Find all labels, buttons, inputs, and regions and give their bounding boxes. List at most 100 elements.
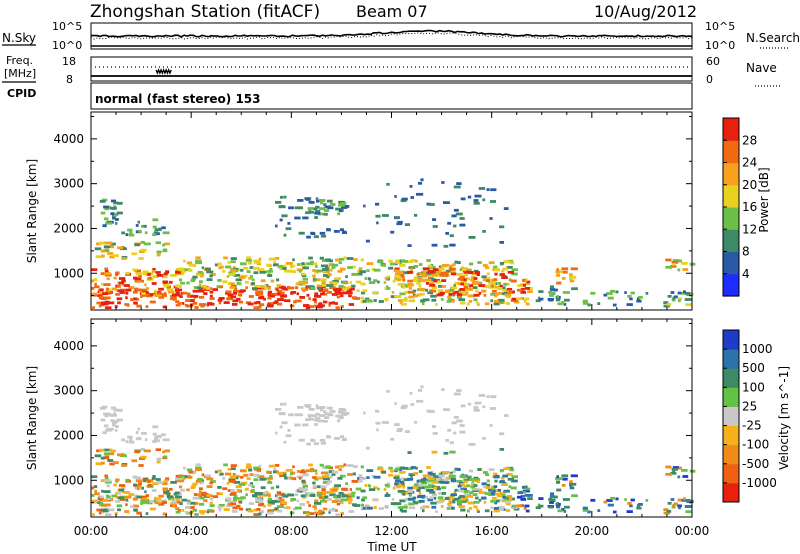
power-cell (99, 295, 104, 299)
power-cell (304, 304, 310, 307)
power-cell (502, 289, 510, 292)
velocity-cell (365, 504, 370, 508)
velocity-cell (384, 483, 389, 487)
colorbar-swatch (723, 162, 739, 186)
velocity-cell (308, 415, 312, 419)
velocity-cell (488, 468, 495, 472)
velocity-cell (506, 473, 513, 476)
velocity-cell (179, 502, 183, 505)
power-cell (263, 297, 266, 301)
power-cell (128, 286, 135, 289)
power-cell (394, 267, 400, 271)
velocity-cell (251, 489, 255, 492)
power-cell (494, 272, 498, 276)
power-cell (237, 268, 241, 271)
velocity-cell (352, 472, 356, 476)
power-cell (454, 290, 459, 294)
power-cell (451, 299, 455, 303)
power-cell (520, 288, 525, 291)
power-cell (485, 285, 492, 288)
power-cell (433, 279, 438, 283)
velocity-cell (139, 495, 148, 499)
velocity-cell (92, 513, 95, 516)
power-cell (390, 230, 395, 234)
power-cell (276, 298, 284, 301)
power-cell (377, 260, 384, 264)
power-cell (198, 270, 203, 274)
velocity-cell (259, 492, 266, 495)
velocity-cell (435, 487, 441, 491)
power-cell (227, 296, 231, 299)
power-cell (455, 212, 463, 216)
velocity-cell (107, 459, 114, 462)
power-cell (216, 285, 220, 288)
power-cell (561, 301, 565, 304)
velocity-cell (399, 499, 406, 503)
power-cell (446, 300, 451, 303)
velocity-cell (301, 479, 306, 483)
velocity-cell (306, 442, 311, 446)
velocity-cell (503, 467, 511, 471)
velocity-cell (503, 414, 509, 417)
velocity-cell (214, 470, 218, 474)
power-cell (425, 273, 432, 277)
velocity-cell (408, 473, 416, 476)
velocity-cell (257, 475, 265, 478)
power-cell (463, 285, 468, 289)
power-cell (288, 206, 294, 210)
power-cell (423, 270, 427, 274)
power-cell (342, 230, 346, 234)
velocity-cell (439, 498, 445, 502)
velocity-cell (142, 501, 150, 504)
power-cell (320, 201, 323, 205)
velocity-cell (152, 425, 159, 429)
velocity-cell (415, 466, 418, 470)
power-cell (491, 289, 497, 293)
velocity-cell (452, 470, 456, 474)
nsky-label: N.Sky (2, 31, 36, 45)
power-cell (395, 216, 399, 220)
power-cell (125, 271, 130, 275)
power-cell (222, 280, 228, 284)
power-cell (112, 216, 116, 220)
power-cell (645, 292, 649, 295)
power-cell (256, 292, 264, 296)
velocity-cell (320, 471, 328, 475)
velocity-cell (98, 511, 102, 515)
velocity-cell (498, 508, 504, 511)
power-cell (166, 285, 171, 289)
velocity-cell (516, 495, 522, 499)
power-cell (331, 293, 338, 296)
power-cell (102, 292, 108, 295)
date-label: 10/Aug/2012 (594, 2, 697, 21)
velocity-cell (200, 479, 205, 483)
velocity-cell (166, 495, 174, 499)
power-cell (482, 264, 488, 267)
velocity-cell (322, 477, 330, 481)
power-cell (175, 270, 182, 274)
power-cell (195, 261, 202, 265)
velocity-cell (345, 482, 348, 485)
power-cell (472, 286, 478, 289)
power-cell (300, 282, 307, 286)
velocity-cell (460, 497, 466, 501)
power-cell (366, 269, 370, 272)
velocity-cell (489, 491, 494, 495)
power-cell (161, 226, 166, 230)
power-cell (319, 256, 324, 260)
power-cell (308, 297, 311, 300)
velocity-cell (322, 476, 326, 480)
power-cell (433, 270, 437, 274)
power-cell (267, 290, 273, 294)
power-cell (302, 266, 309, 270)
velocity-cell (138, 436, 142, 440)
power-cell (538, 290, 544, 293)
velocity-cell (672, 466, 680, 469)
velocity-cell (410, 403, 414, 406)
power-cell (499, 262, 505, 265)
velocity-cell (260, 493, 267, 497)
velocity-cell (161, 482, 168, 486)
velocity-cell (387, 482, 391, 486)
power-cell (188, 263, 196, 267)
